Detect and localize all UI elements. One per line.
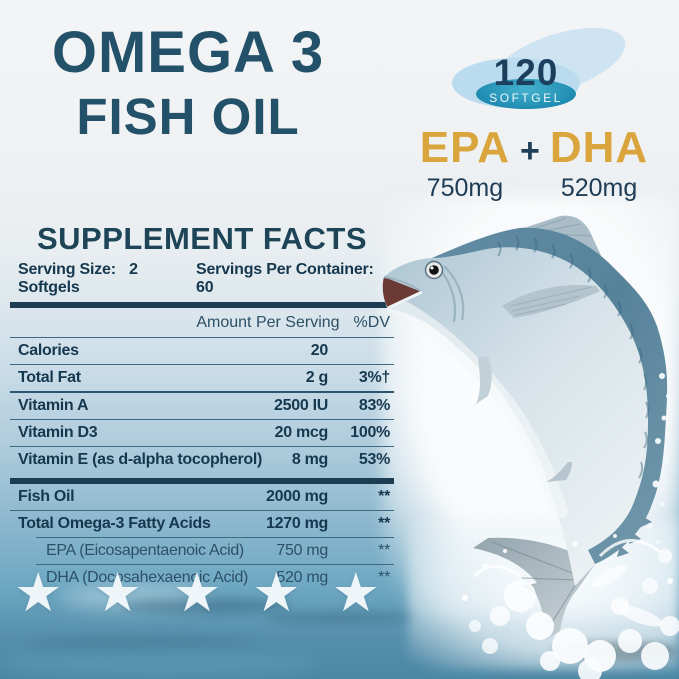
product-title-line1: OMEGA 3 [51, 20, 325, 85]
divider-thin [10, 510, 394, 512]
row-dv: ** [378, 569, 390, 587]
dha-column: DHA 520mg [550, 126, 648, 203]
divider-thin [10, 446, 394, 448]
col-dv-label: %DV [353, 314, 390, 332]
divider-thin [10, 419, 394, 421]
water-streak [265, 612, 415, 624]
softgel-count: 120 [493, 52, 559, 93]
facts-row-epa: EPA (Eicosapentaenoic Acid) 750 mg ** [10, 538, 394, 564]
row-dv: 53% [358, 451, 390, 469]
divider-medium [10, 391, 394, 394]
plus-sign: + [520, 132, 540, 170]
star-icon: ★ [14, 563, 63, 623]
epa-label: EPA [419, 123, 511, 172]
water-highlight [60, 586, 210, 608]
facts-row-vitamin-e: Vitamin E (as d-alpha tocopherol) 8 mg 5… [10, 447, 394, 473]
serving-size-value: 2 Softgels [18, 261, 138, 297]
row-name: EPA (Eicosapentaenoic Acid) [46, 542, 244, 560]
row-amount: 2 g [305, 369, 329, 387]
row-dv: ** [378, 515, 390, 533]
divider-indented [36, 537, 394, 539]
water-wave [0, 652, 320, 678]
row-amount: 20 [310, 342, 329, 360]
divider-thick [10, 302, 394, 309]
serving-info-row: Serving Size: 2 Softgels Servings Per Co… [10, 261, 394, 297]
facts-row-dha: DHA (Docosahexaenoic Acid) 520 mg ** [10, 565, 394, 591]
epa-dha-composition: EPA 750mg + DHA 520mg [398, 126, 670, 203]
row-name: Calories [18, 342, 79, 360]
servings-label: Servings Per Container: [196, 261, 374, 279]
row-amount: 1270 mg [266, 515, 328, 533]
star-icon: ★ [331, 563, 380, 623]
row-name: Vitamin D3 [18, 424, 98, 442]
row-amount: 750 mg [276, 542, 328, 560]
divider-thin [10, 337, 394, 339]
servings-value: 60 [196, 279, 214, 297]
row-name: Fish Oil [18, 488, 75, 506]
row-name: Total Omega-3 Fatty Acids [18, 515, 211, 533]
facts-row-fish-oil: Fish Oil 2000 mg ** [10, 484, 394, 510]
product-title-line2: FISH OIL [76, 88, 300, 145]
softgel-unit: SOFTGEL [489, 91, 563, 105]
row-amount: 2000 mg [266, 488, 328, 506]
row-name: Vitamin E (as d-alpha tocopherol) [18, 451, 263, 469]
row-amount: 20 mcg [274, 424, 329, 442]
five-star-rating: ★ ★ ★ ★ ★ [14, 566, 380, 620]
water-streak [26, 636, 256, 650]
facts-row-calories: Calories 20 [10, 338, 394, 364]
epa-amount: 750mg [426, 174, 504, 202]
fish-image [382, 215, 679, 679]
divider-thin [10, 364, 394, 366]
row-name: Vitamin A [18, 397, 89, 415]
facts-row-vitamin-a: Vitamin A 2500 IU 83% [10, 393, 394, 419]
softgel-count-badge: 120 SOFTGEL [440, 14, 635, 128]
epa-column: EPA 750mg [420, 126, 510, 203]
facts-row-vitamin-d3: Vitamin D3 20 mcg 100% [10, 420, 394, 446]
row-name: Total Fat [18, 369, 81, 387]
servings-per-container: Servings Per Container: 60 [196, 261, 392, 297]
dha-label: DHA [549, 123, 649, 172]
row-amount: 8 mg [291, 451, 328, 469]
star-icon: ★ [252, 563, 301, 623]
product-title: OMEGA 3 FISH OIL [12, 20, 364, 145]
row-dv: ** [378, 488, 390, 506]
row-dv: ** [378, 542, 390, 560]
water-streak [120, 598, 290, 614]
facts-row-total-omega3: Total Omega-3 Fatty Acids 1270 mg ** [10, 511, 394, 537]
col-amount-label: Amount Per Serving [196, 314, 340, 332]
serving-size-label: Serving Size: [18, 261, 116, 279]
divider-thick [10, 478, 394, 485]
row-amount: 2500 IU [274, 397, 328, 415]
row-amount: 520 mg [276, 569, 328, 587]
row-dv: 83% [358, 397, 390, 415]
badge-ellipse-teal [476, 79, 576, 109]
supplement-facts-title: SUPPLEMENT FACTS [36, 221, 368, 256]
row-name: DHA (Docosahexaenoic Acid) [46, 569, 249, 587]
supplement-facts-panel: SUPPLEMENT FACTS Serving Size: 2 Softgel… [10, 221, 394, 591]
dha-amount: 520mg [560, 174, 638, 202]
serving-size: Serving Size: 2 Softgels [18, 261, 196, 297]
row-dv: 100% [350, 424, 390, 442]
row-dv: 3%† [358, 369, 390, 387]
facts-column-header: Amount Per Serving %DV [10, 308, 394, 337]
star-icon: ★ [93, 563, 142, 623]
facts-row-total-fat: Total Fat 2 g 3%† [10, 365, 394, 391]
divider-indented [36, 564, 394, 566]
star-icon: ★ [172, 563, 222, 623]
